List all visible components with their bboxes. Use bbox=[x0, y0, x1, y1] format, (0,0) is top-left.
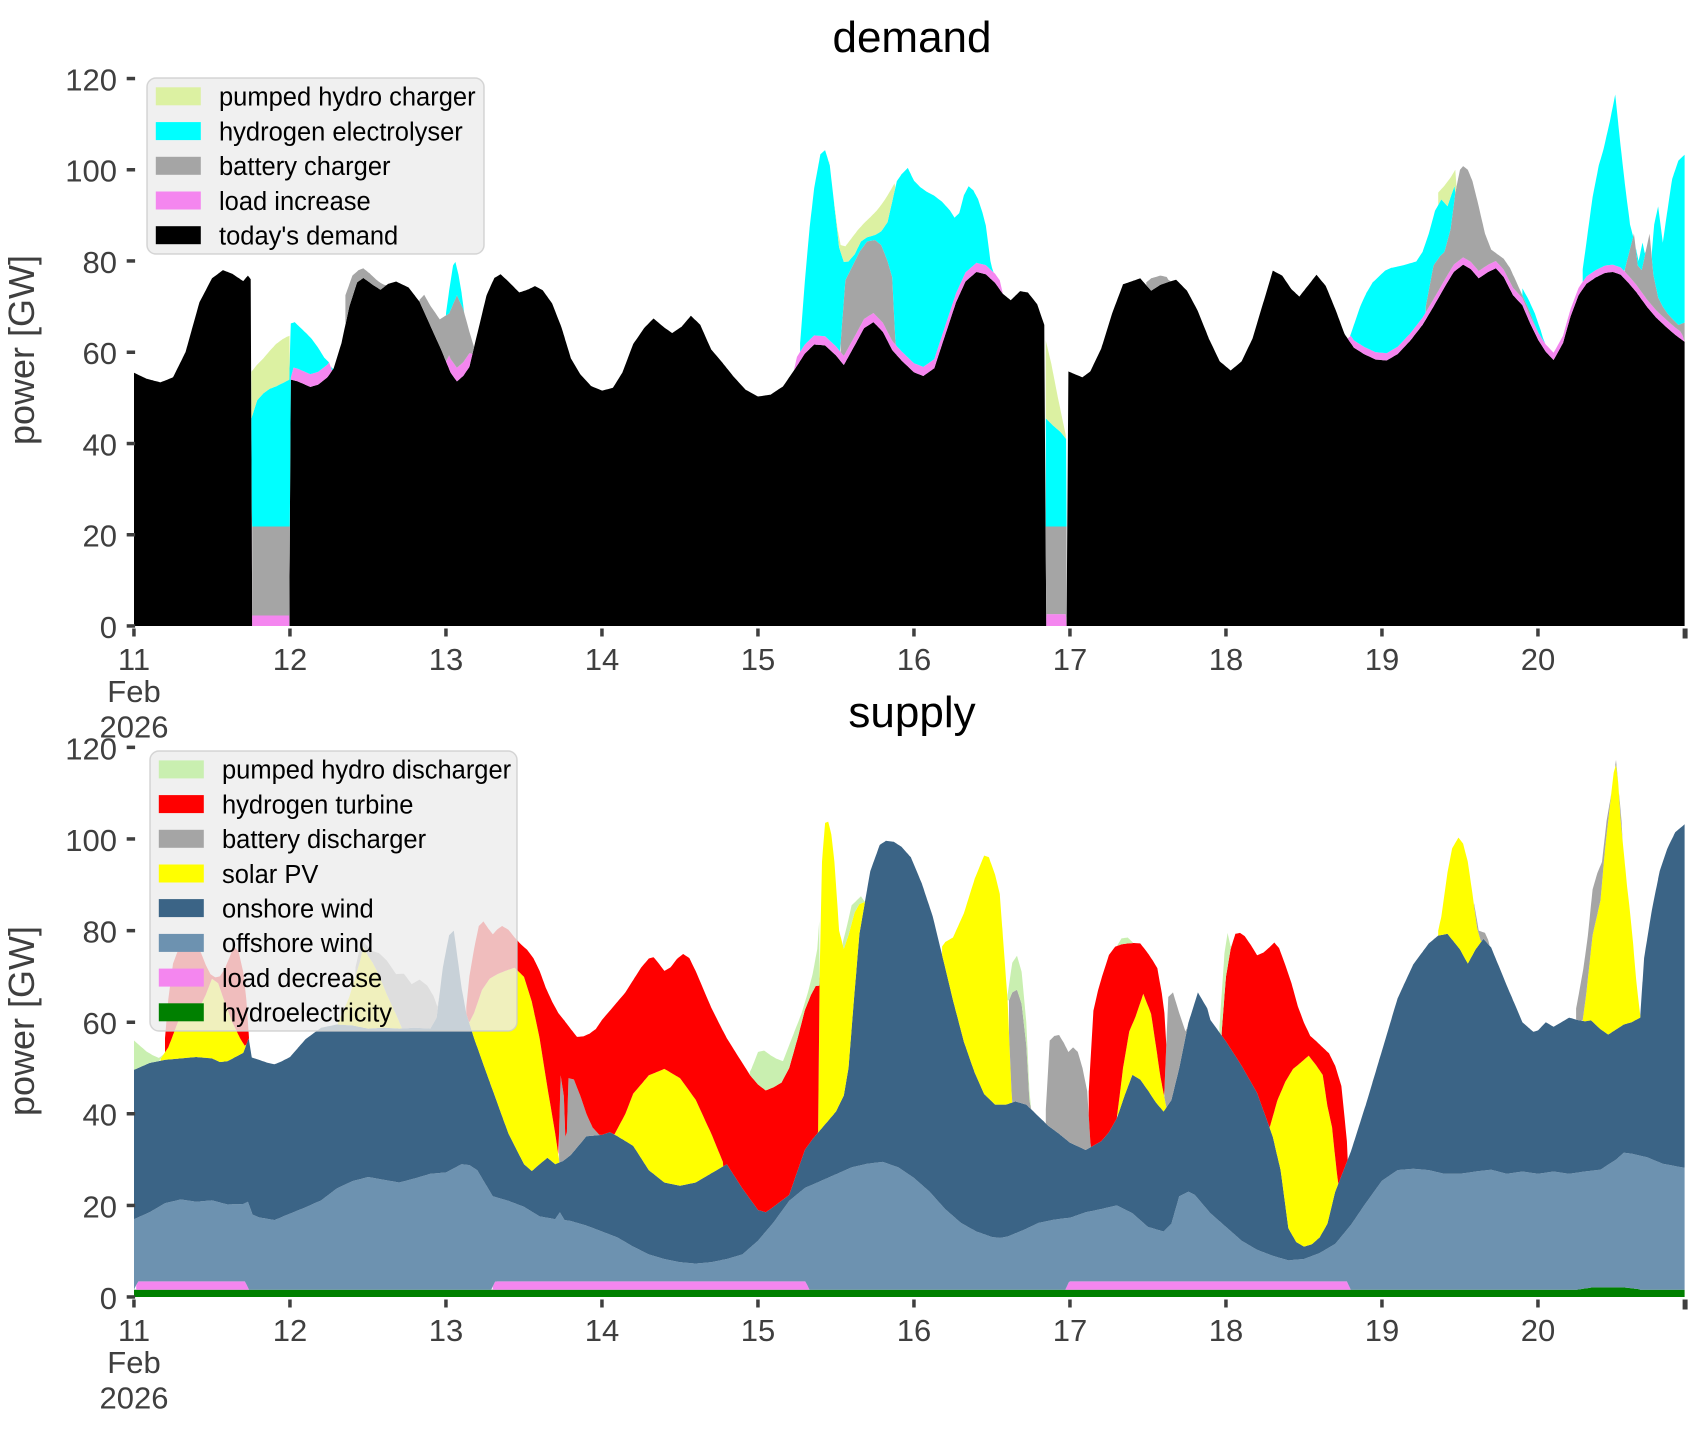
svg-text:12: 12 bbox=[273, 1313, 307, 1348]
svg-text:14: 14 bbox=[585, 642, 619, 677]
svg-text:solar PV: solar PV bbox=[222, 861, 318, 889]
svg-text:pumped hydro charger: pumped hydro charger bbox=[219, 84, 476, 112]
svg-text:hydroelectricity: hydroelectricity bbox=[222, 1000, 392, 1028]
svg-text:80: 80 bbox=[83, 915, 117, 950]
svg-text:hydrogen turbine: hydrogen turbine bbox=[222, 791, 413, 819]
svg-text:80: 80 bbox=[83, 245, 117, 280]
svg-text:0: 0 bbox=[100, 610, 117, 645]
svg-text:11: 11 bbox=[118, 1313, 150, 1348]
svg-text:battery discharger: battery discharger bbox=[222, 826, 427, 854]
svg-text:19: 19 bbox=[1365, 1313, 1399, 1348]
svg-text:60: 60 bbox=[83, 336, 117, 371]
svg-text:15: 15 bbox=[741, 642, 775, 677]
svg-text:13: 13 bbox=[429, 1313, 463, 1348]
svg-text:40: 40 bbox=[83, 1098, 117, 1133]
svg-text:120: 120 bbox=[65, 62, 117, 97]
svg-text:power [GW]: power [GW] bbox=[1, 255, 42, 445]
svg-text:40: 40 bbox=[83, 427, 117, 462]
svg-text:17: 17 bbox=[1053, 642, 1087, 677]
svg-text:100: 100 bbox=[65, 823, 117, 858]
svg-text:hydrogen electrolyser: hydrogen electrolyser bbox=[219, 118, 463, 146]
svg-text:20: 20 bbox=[1521, 1313, 1555, 1348]
svg-text:Feb: Feb bbox=[107, 1345, 160, 1380]
svg-text:17: 17 bbox=[1053, 1313, 1087, 1348]
svg-text:load decrease: load decrease bbox=[222, 965, 382, 993]
svg-text:20: 20 bbox=[1521, 642, 1555, 677]
svg-text:16: 16 bbox=[897, 1313, 931, 1348]
svg-text:18: 18 bbox=[1209, 1313, 1243, 1348]
svg-text:demand: demand bbox=[832, 13, 991, 62]
svg-text:20: 20 bbox=[83, 519, 117, 554]
svg-text:2026: 2026 bbox=[100, 1381, 169, 1416]
svg-text:11: 11 bbox=[118, 642, 150, 677]
svg-text:18: 18 bbox=[1209, 642, 1243, 677]
svg-text:14: 14 bbox=[585, 1313, 619, 1348]
svg-text:battery charger: battery charger bbox=[219, 153, 391, 181]
svg-text:load increase: load increase bbox=[219, 188, 371, 216]
svg-text:12: 12 bbox=[273, 642, 307, 677]
svg-text:Feb: Feb bbox=[107, 674, 160, 709]
svg-text:today's demand: today's demand bbox=[219, 223, 398, 251]
svg-text:15: 15 bbox=[741, 1313, 775, 1348]
svg-text:power [GW]: power [GW] bbox=[1, 926, 42, 1116]
svg-text:2026: 2026 bbox=[100, 710, 169, 745]
svg-text:supply: supply bbox=[848, 688, 975, 737]
svg-text:60: 60 bbox=[83, 1006, 117, 1041]
svg-text:120: 120 bbox=[65, 731, 117, 766]
svg-text:16: 16 bbox=[897, 642, 931, 677]
svg-text:pumped hydro discharger: pumped hydro discharger bbox=[222, 757, 512, 785]
svg-text:onshore wind: onshore wind bbox=[222, 895, 374, 923]
svg-text:19: 19 bbox=[1365, 642, 1399, 677]
svg-text:100: 100 bbox=[65, 154, 117, 189]
svg-text:0: 0 bbox=[100, 1281, 117, 1316]
svg-text:13: 13 bbox=[429, 642, 463, 677]
svg-text:offshore wind: offshore wind bbox=[222, 930, 373, 958]
svg-text:20: 20 bbox=[83, 1189, 117, 1224]
